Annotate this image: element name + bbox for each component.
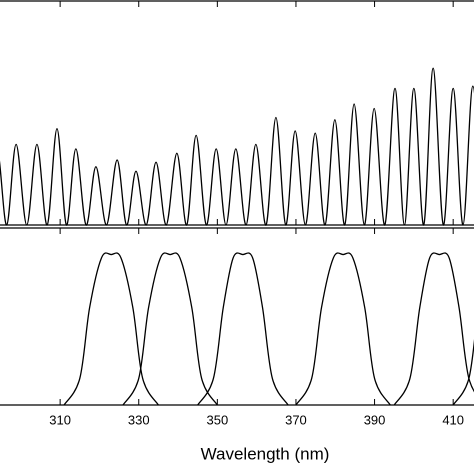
x-tick-label: 370	[285, 412, 307, 427]
spectrum-line	[0, 67, 474, 226]
spectrum-line	[452, 339, 474, 406]
spectrum-line	[122, 252, 218, 406]
spectrum-line	[63, 252, 159, 406]
x-tick-label: 410	[442, 412, 464, 427]
x-axis-label: Wavelength (nm)	[201, 444, 330, 463]
x-tick-label: 390	[364, 412, 386, 427]
spectrum-line	[295, 252, 391, 406]
x-tick-label: 350	[206, 412, 228, 427]
x-tick-label: 330	[128, 412, 150, 427]
spectrum-line	[197, 252, 289, 406]
x-tick-label: 310	[49, 412, 71, 427]
spectrum-line	[393, 252, 474, 406]
